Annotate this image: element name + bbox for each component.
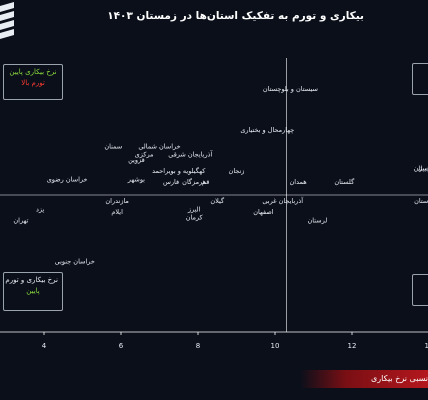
legend-line-1: ن	[417, 66, 428, 77]
legend-high-inflation-low-unemployment: نرخ بیکاری پایین تورم بالا	[3, 64, 63, 100]
x-tick-label: 12	[348, 342, 357, 350]
point-label: اصفهان	[253, 208, 274, 216]
legend-top-right: ن	[412, 63, 428, 95]
x-tick-label: 6	[119, 342, 124, 350]
point-label: سیستان و بلوچستان	[263, 85, 318, 93]
legend-line-2: تورم بالا	[21, 79, 45, 87]
x-tick-label: 14	[425, 342, 428, 350]
point-label: آذربایجان غربی	[262, 196, 304, 205]
point-label: خراسان جنوبی	[55, 258, 95, 266]
point-label: آذربایجان شرقی	[168, 150, 213, 159]
point-label: البرز	[187, 205, 201, 213]
x-tick-label: 8	[196, 342, 200, 350]
point-label: گیلان	[210, 197, 225, 205]
x-axis-label-badge: نسبی نرخ بیکاری	[346, 370, 428, 388]
x-tick-label: 10	[271, 342, 280, 350]
point-label: چهارمحال و بختیاری	[240, 126, 294, 134]
point-label: کهگیلویه و بویراحمد	[152, 167, 206, 175]
legend-bottom-right: ن	[412, 274, 428, 306]
legend-low-both: نرخ بیکاری و تورم پایین	[3, 272, 63, 311]
point-label: مرکزی	[135, 151, 154, 159]
point-label: یزد	[36, 205, 44, 213]
point-label: اردبیل	[418, 164, 428, 172]
point-label: تهران	[13, 216, 28, 224]
point-label: سمنان	[104, 142, 122, 150]
legend-line-2: پایین	[26, 287, 40, 295]
point-label: قزوین	[128, 156, 145, 164]
point-label: گلستان	[334, 178, 355, 186]
point-label: لرستان	[307, 216, 327, 224]
x-tick-label: 4	[42, 342, 47, 350]
point-label: خراسان شمالی	[138, 142, 180, 150]
point-label: خراسان رضوی	[47, 175, 88, 183]
point-label: خوزستان	[414, 164, 428, 172]
point-label: هرمزگان	[182, 178, 207, 186]
point-label: فارس	[163, 178, 179, 186]
chart-title: بیکاری و تورم به تفکیک استان‌ها در زمستا…	[107, 10, 364, 22]
legend-line-1: نرخ بیکاری و تورم	[5, 276, 58, 284]
x-axis-badge-fade	[300, 370, 346, 388]
brand-logo-icon	[0, 2, 14, 39]
point-label: قم	[202, 178, 209, 186]
point-label: ایلام	[111, 208, 123, 216]
point-label: همدان	[290, 178, 308, 186]
point-label: بوشهر	[127, 175, 145, 183]
point-label: مازندران	[105, 197, 129, 205]
point-label: زنجان	[229, 167, 245, 175]
legend-line-1: ن	[417, 277, 428, 288]
legend-line-1: نرخ بیکاری پایین	[9, 68, 57, 76]
point-label: کرمان	[186, 214, 204, 222]
point-label: کردستان	[414, 197, 428, 205]
